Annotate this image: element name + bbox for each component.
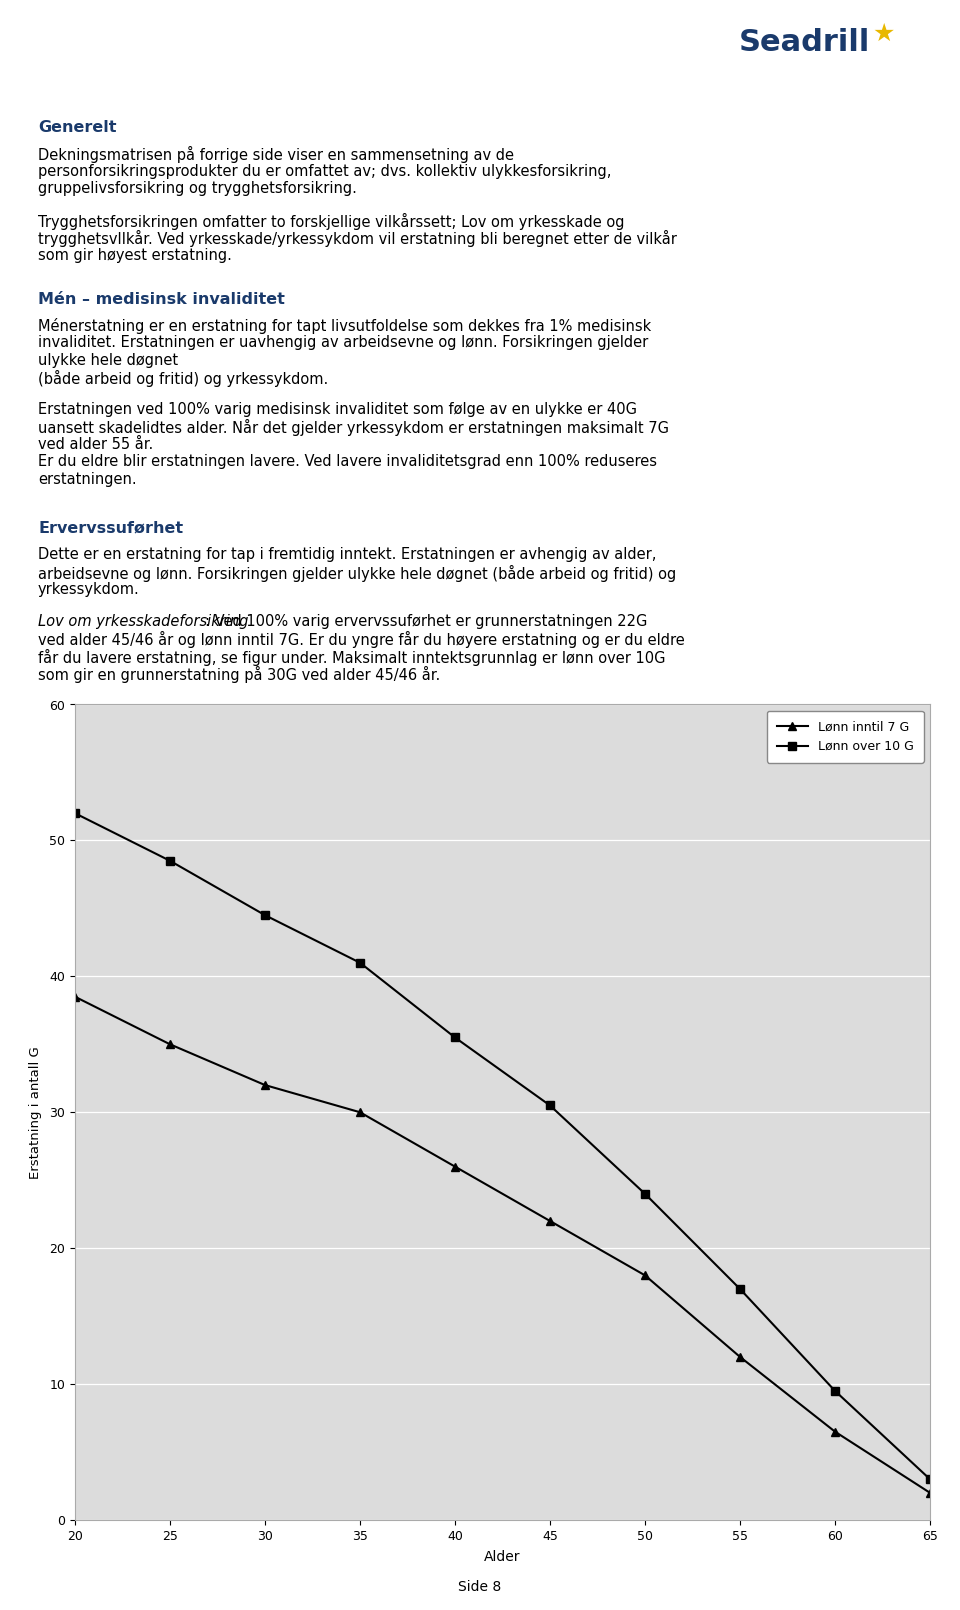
Text: gruppelivsforsikring og trygghetsforsikring.: gruppelivsforsikring og trygghetsforsikr…	[38, 182, 357, 196]
Text: uansett skadelidtes alder. Når det gjelder yrkessykdom er erstatningen maksimalt: uansett skadelidtes alder. Når det gjeld…	[38, 419, 669, 436]
Text: : Ved 100% varig ervervssuførhet er grunnerstatningen 22G: : Ved 100% varig ervervssuførhet er grun…	[205, 613, 648, 628]
Text: ★: ★	[872, 23, 895, 47]
Text: Side 8: Side 8	[458, 1579, 502, 1594]
Text: Seadrill: Seadrill	[738, 27, 870, 56]
Text: Erstatningen ved 100% varig medisinsk invaliditet som følge av en ulykke er 40G: Erstatningen ved 100% varig medisinsk in…	[38, 402, 637, 417]
Text: personforsikringsprodukter du er omfattet av; dvs. kollektiv ulykkesforsikring,: personforsikringsprodukter du er omfatte…	[38, 164, 612, 179]
Text: ved alder 55 år.: ved alder 55 år.	[38, 436, 154, 452]
Lønn inntil 7 G	[829, 1422, 841, 1441]
Lønn over 10 G	[259, 905, 271, 924]
Text: Trygghetsforsikringen omfatter to forskjellige vilkårssett; Lov om yrkesskade og: Trygghetsforsikringen omfatter to forskj…	[38, 213, 625, 230]
Text: invaliditet. Erstatningen er uavhengig av arbeidsevne og lønn. Forsikringen gjel: invaliditet. Erstatningen er uavhengig a…	[38, 335, 648, 351]
Line: Lønn inntil 7 G: Lønn inntil 7 G	[71, 992, 934, 1497]
Text: som gir høyest erstatning.: som gir høyest erstatning.	[38, 248, 232, 262]
Text: Dette er en erstatning for tap i fremtidig inntekt. Erstatningen er avhengig av : Dette er en erstatning for tap i fremtid…	[38, 547, 657, 562]
Text: trygghetsvIlkår. Ved yrkesskade/yrkessykdom vil erstatning bli beregnet etter de: trygghetsvIlkår. Ved yrkesskade/yrkessyk…	[38, 230, 677, 248]
Lønn inntil 7 G	[924, 1483, 936, 1502]
Lønn over 10 G	[544, 1096, 556, 1116]
Lønn inntil 7 G	[639, 1265, 651, 1285]
Text: arbeidsevne og lønn. Forsikringen gjelder ulykke hele døgnet (både arbeid og fri: arbeidsevne og lønn. Forsikringen gjelde…	[38, 565, 676, 581]
Text: erstatningen.: erstatningen.	[38, 472, 136, 486]
Text: Ervervssuførhet: Ervervssuførhet	[38, 520, 183, 536]
Y-axis label: Erstatning i antall G: Erstatning i antall G	[30, 1046, 42, 1179]
Lønn over 10 G	[734, 1280, 746, 1299]
Lønn inntil 7 G	[354, 1103, 366, 1122]
Lønn over 10 G	[639, 1183, 651, 1203]
Legend: Lønn inntil 7 G, Lønn over 10 G: Lønn inntil 7 G, Lønn over 10 G	[767, 710, 924, 763]
Lønn over 10 G	[164, 852, 176, 871]
Lønn over 10 G	[829, 1381, 841, 1401]
Text: (både arbeid og fritid) og yrkessykdom.: (både arbeid og fritid) og yrkessykdom.	[38, 370, 328, 388]
Lønn inntil 7 G	[449, 1158, 461, 1177]
Line: Lønn over 10 G: Lønn over 10 G	[71, 810, 934, 1483]
Text: Mén – medisinsk invaliditet: Mén – medisinsk invaliditet	[38, 291, 285, 306]
Text: yrkessykdom.: yrkessykdom.	[38, 581, 140, 597]
Text: Er du eldre blir erstatningen lavere. Ved lavere invaliditetsgrad enn 100% redus: Er du eldre blir erstatningen lavere. Ve…	[38, 454, 657, 469]
Lønn inntil 7 G	[734, 1348, 746, 1367]
Lønn over 10 G	[69, 803, 81, 823]
Text: ved alder 45/46 år og lønn inntil 7G. Er du yngre får du høyere erstatning og er: ved alder 45/46 år og lønn inntil 7G. Er…	[38, 631, 684, 647]
Lønn over 10 G	[449, 1027, 461, 1046]
Text: som gir en grunnerstatning på 30G ved alder 45/46 år.: som gir en grunnerstatning på 30G ved al…	[38, 667, 441, 683]
Lønn inntil 7 G	[69, 987, 81, 1006]
Lønn over 10 G	[354, 953, 366, 972]
X-axis label: Alder: Alder	[484, 1550, 520, 1563]
Lønn inntil 7 G	[164, 1035, 176, 1055]
Text: Generelt: Generelt	[38, 121, 116, 135]
Lønn over 10 G	[924, 1470, 936, 1489]
Lønn inntil 7 G	[544, 1211, 556, 1230]
Text: får du lavere erstatning, se figur under. Maksimalt inntektsgrunnlag er lønn ove: får du lavere erstatning, se figur under…	[38, 649, 665, 665]
Text: Ménerstatning er en erstatning for tapt livsutfoldelse som dekkes fra 1% medisin: Ménerstatning er en erstatning for tapt …	[38, 317, 651, 333]
Text: ulykke hele døgnet: ulykke hele døgnet	[38, 353, 179, 367]
Text: Lov om yrkesskadeforsikring: Lov om yrkesskadeforsikring	[38, 613, 249, 628]
Text: Dekningsmatrisen på forrige side viser en sammensetning av de: Dekningsmatrisen på forrige side viser e…	[38, 147, 514, 163]
Lønn inntil 7 G	[259, 1075, 271, 1095]
